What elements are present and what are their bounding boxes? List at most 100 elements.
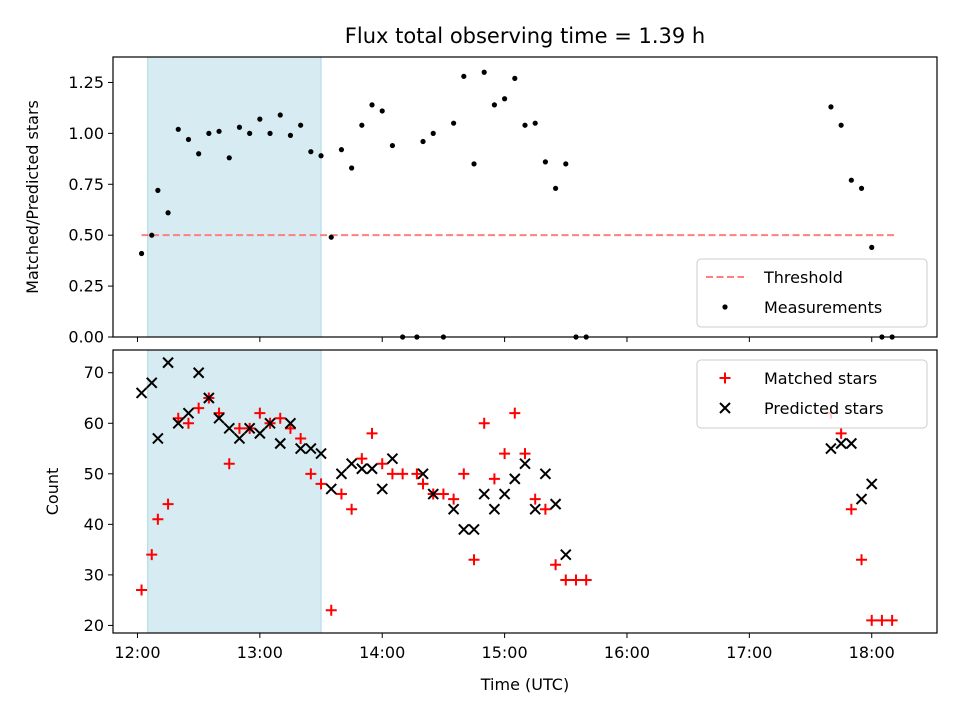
predicted-stars-point: [468, 523, 480, 536]
top-y-tick-label: 1.25: [68, 73, 104, 92]
measurements-point: [298, 122, 304, 128]
matched-stars-point: [254, 407, 266, 419]
top-y-tick-label: 1.00: [68, 124, 104, 143]
bottom-shaded-interval: [147, 349, 322, 634]
matched-stars-point: [386, 468, 398, 480]
matched-stars-point: [223, 458, 235, 470]
predicted-stars-point: [305, 442, 317, 455]
legend-predicted-stars-swatch: [719, 402, 731, 414]
measurements-point: [532, 120, 538, 126]
measurements-point: [379, 108, 385, 114]
measurements-point: [491, 102, 498, 108]
measurements-point: [257, 116, 263, 122]
predicted-stars-point: [488, 503, 501, 515]
matched-stars-point: [146, 549, 158, 561]
top-legend: Threshold Measurements: [696, 258, 928, 328]
matched-stars-point: [397, 468, 409, 480]
measurements-point: [512, 75, 518, 81]
measurements-point: [338, 147, 345, 153]
predicted-stars-point: [458, 523, 470, 536]
matched-stars-point: [560, 574, 572, 586]
predicted-stars-point: [855, 493, 868, 505]
matched-stars-point: [529, 493, 541, 505]
measurements-point: [308, 149, 314, 155]
measurements-point: [277, 112, 283, 118]
predicted-stars-point: [294, 442, 307, 455]
predicted-stars-point: [549, 498, 562, 510]
predicted-stars-point: [845, 437, 858, 450]
predicted-stars-point: [146, 377, 158, 389]
legend-predicted-stars-label: Predicted stars: [764, 399, 884, 418]
measurements-point: [226, 155, 232, 161]
top-y-tick-label: 0.75: [68, 175, 104, 194]
measurements-point: [858, 185, 865, 191]
matched-stars-point: [448, 493, 460, 505]
measurements-point: [328, 234, 334, 240]
measurements-point: [869, 244, 875, 250]
predicted-stars-point: [182, 407, 195, 419]
measurements-point: [828, 104, 834, 110]
matched-stars-point: [366, 427, 378, 439]
predicted-stars-point: [284, 417, 297, 429]
matched-stars-point: [886, 614, 898, 626]
legend-matched-stars-label: Matched stars: [764, 369, 877, 388]
measurements-point: [287, 132, 294, 138]
x-tick-label: 14:00: [359, 643, 405, 662]
predicted-stars-point: [213, 412, 225, 424]
matched-stars-point: [570, 574, 582, 586]
legend-matched-stars-swatch: [719, 372, 731, 384]
predicted-stars-point: [866, 478, 878, 490]
matched-stars-point: [335, 488, 347, 500]
top-chart-title: Flux total observing time = 1.39 h: [345, 24, 705, 48]
matched-stars-point: [539, 503, 551, 515]
x-tick-label: 15:00: [482, 643, 528, 662]
matched-stars-point: [468, 554, 480, 566]
x-axis-label: Time (UTC): [480, 675, 569, 694]
bottom-legend-box: [696, 359, 928, 429]
predicted-stars-point: [325, 483, 337, 495]
predicted-stars-point: [478, 488, 490, 500]
predicted-stars-point: [376, 483, 388, 495]
bottom-y-tick-label: 50: [84, 464, 104, 483]
measurements-point: [522, 122, 528, 128]
matched-stars-point: [509, 407, 521, 419]
predicted-stars-point: [254, 427, 266, 440]
top-y-tick-label: 0.00: [68, 328, 104, 347]
predicted-stars-point: [233, 432, 246, 445]
matched-stars-point: [182, 417, 194, 429]
matched-stars-point: [499, 448, 511, 460]
measurements-point: [165, 210, 171, 216]
predicted-stars-point: [356, 463, 368, 475]
measurements-point: [359, 122, 365, 128]
measurements-point: [420, 138, 426, 145]
measurements-point: [247, 130, 253, 136]
legend-measurements-swatch: [722, 304, 728, 310]
measurements-point: [563, 161, 569, 167]
matched-stars-point: [835, 427, 847, 439]
predicted-stars-point: [203, 392, 215, 404]
predicted-stars-point: [223, 422, 235, 435]
predicted-stars-point: [192, 367, 205, 379]
top-y-tick-label: 0.50: [68, 226, 104, 245]
matched-stars-point: [411, 468, 423, 480]
bottom-y-tick-label: 20: [84, 616, 104, 635]
matched-stars-point: [519, 448, 531, 460]
matched-stars-point: [856, 554, 868, 566]
matched-stars-point: [152, 513, 164, 525]
measurements-point: [461, 73, 467, 79]
x-tick-label: 16:00: [604, 643, 650, 662]
predicted-stars-point: [264, 417, 276, 429]
predicted-stars-point: [315, 447, 327, 460]
matched-stars-point: [325, 604, 337, 616]
matched-stars-point: [417, 478, 429, 490]
measurements-point: [149, 232, 155, 238]
measurements-point: [542, 159, 548, 165]
matched-stars-point: [845, 503, 857, 515]
measurements-point: [838, 122, 844, 128]
matched-stars-point: [162, 498, 174, 510]
measurements-point: [206, 130, 212, 136]
predicted-stars-point: [427, 488, 439, 500]
predicted-stars-point: [172, 417, 184, 429]
matched-stars-point: [550, 559, 562, 571]
